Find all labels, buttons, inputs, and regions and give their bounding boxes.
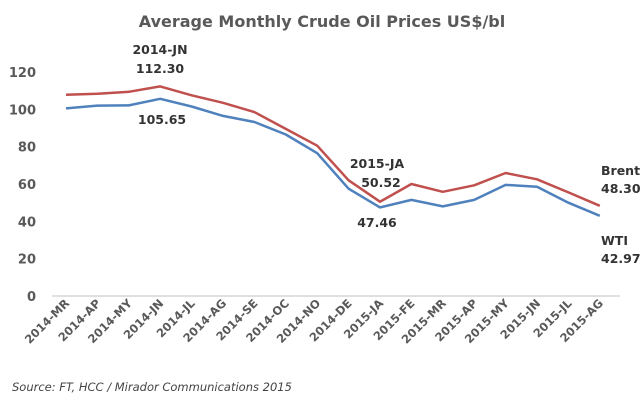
x-axis: 2014-MR2014-AP2014-MY2014-JN2014-JL2014-… — [22, 296, 606, 347]
y-tick-label: 120 — [9, 66, 36, 81]
series-line-brent — [65, 85, 601, 207]
annotation-jun-brent: 112.30 — [136, 61, 185, 76]
y-tick-label: 80 — [18, 141, 36, 156]
annotation-jan-period: 2015-JA — [350, 156, 405, 171]
annotation-jun-wti: 105.65 — [138, 112, 186, 127]
annotation-jan-brent: 50.52 — [361, 175, 401, 190]
brent-end-value: 48.30 — [601, 181, 641, 196]
annotation-jan-wti: 47.46 — [357, 215, 397, 230]
source-note: Source: FT, HCC / Mirador Communications… — [12, 380, 292, 394]
series-layer — [65, 85, 601, 217]
chart-title: Average Monthly Crude Oil Prices US$/bl — [139, 12, 505, 31]
y-tick-label: 60 — [18, 178, 36, 193]
series-line-wti — [65, 97, 601, 217]
y-tick-label: 20 — [18, 253, 36, 268]
wti-end-value: 42.97 — [601, 251, 641, 266]
wti-end-label: WTI — [601, 233, 628, 248]
y-tick-label: 40 — [18, 215, 36, 230]
y-tick-label: 100 — [9, 103, 36, 118]
brent-end-label: Brent — [601, 163, 640, 178]
y-axis: 0 20 40 60 80 100 120 — [9, 66, 36, 305]
y-tick-label: 0 — [27, 290, 36, 305]
annotation-jun-period: 2014-JN — [132, 42, 187, 57]
